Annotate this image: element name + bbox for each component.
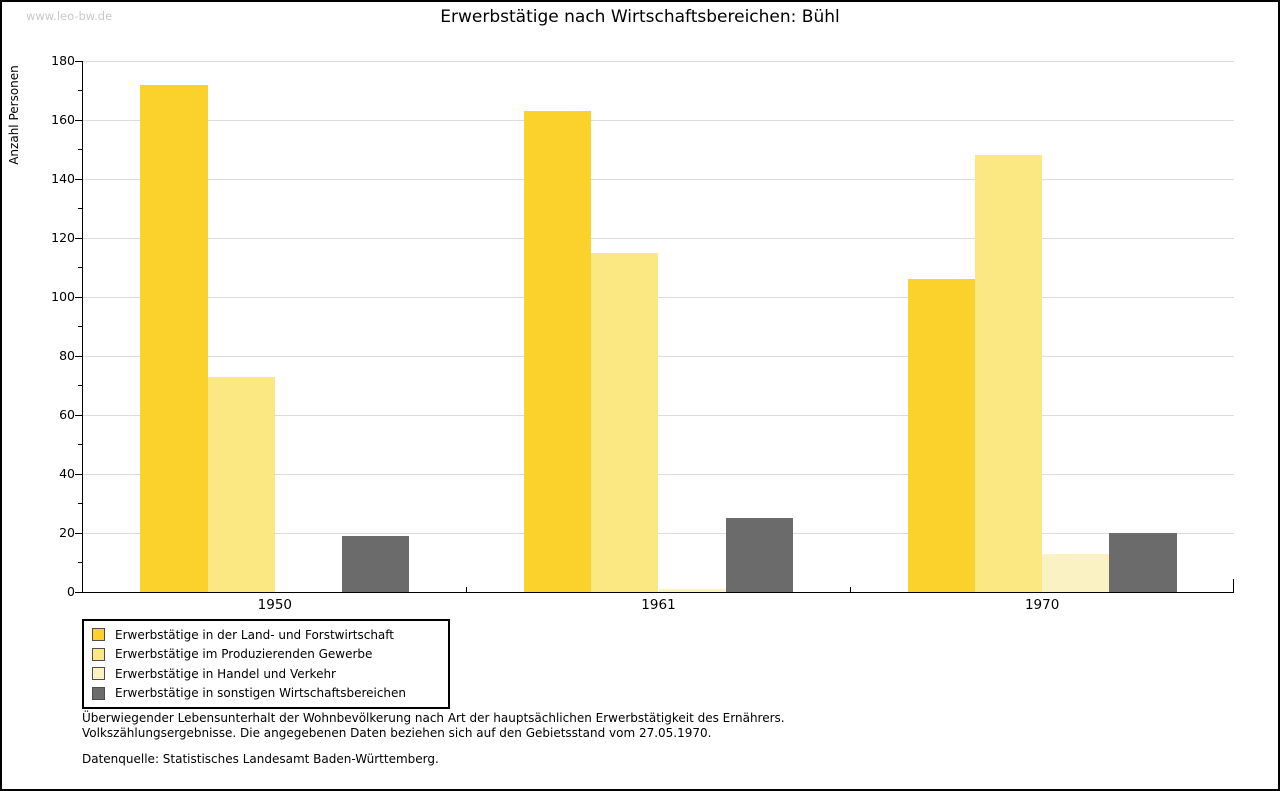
legend: Erwerbstätige in der Land- und Forstwirt… [82,619,450,709]
y-tick-80 [75,355,83,357]
y-tick-180 [75,60,83,62]
legend-swatch-icon [92,667,105,681]
x-category-label-1961: 1961 [641,597,676,613]
source-line: Datenquelle: Statistisches Landesamt Bad… [82,752,439,766]
y-tick-160 [75,119,83,121]
y-tick-70 [78,385,83,386]
legend-item-2: Erwerbstätige im Produzierenden Gewerbe [92,645,448,665]
y-tick-label-160: 160 [51,112,75,127]
footnote-line: Volkszählungsergebnisse. Die angegebenen… [82,725,712,740]
plot-area: 0 20 40 60 80 100 120 140 160 180 1950 1961 1970 [51,54,1234,613]
bar-1950-series-4 [342,535,410,592]
y-tick-0 [75,591,83,593]
bar-1961-series-3 [658,589,726,592]
x-separator-tick [849,587,851,592]
legend-swatch-icon [92,686,105,700]
bar-1970-series-4 [1109,533,1177,592]
bar-1961-series-4 [725,518,793,592]
y-tick-label-140: 140 [51,171,75,186]
y-tick-110 [78,267,83,268]
legend-item-label: Erwerbstätige in sonstigen Wirtschaftsbe… [115,686,407,701]
bar-1961-series-2 [591,252,659,592]
bar-1970-series-2 [974,155,1043,592]
bar-1950-series-2 [207,376,275,592]
gridline-120 [83,237,1234,239]
y-tick-100 [75,296,83,298]
y-tick-50 [78,444,83,445]
y-tick-40 [75,473,83,475]
y-tick-120 [75,237,83,239]
gridline-140 [83,178,1234,180]
y-tick-170 [78,90,83,91]
y-tick-90 [78,326,83,327]
legend-swatch-icon [92,647,105,661]
footnote-line: Überwiegender Lebensunterhalt der Wohnbe… [82,711,785,725]
x-separator-tick [466,587,468,592]
x-category-label-1970: 1970 [1024,597,1060,613]
legend-item-label: Erwerbstätige in Handel und Verkehr [115,666,336,681]
y-tick-130 [78,208,83,209]
y-tick-label-100: 100 [51,289,75,304]
bar-1970-series-1 [907,279,975,592]
y-tick-150 [78,149,83,150]
y-tick-label-40: 40 [59,466,75,481]
bar-1950-series-1 [140,84,208,592]
gridline-80 [83,355,1234,357]
legend-swatch-icon [92,628,105,642]
y-tick-30 [78,503,83,504]
legend-item-label: Erwerbstätige im Produzierenden Gewerbe [115,647,373,662]
gridline-180 [83,60,1234,62]
y-tick-label-180: 180 [51,53,75,68]
gridline-60 [83,414,1234,416]
watermark: www.leo-bw.de [26,9,113,23]
bar-1961-series-1 [524,111,592,592]
y-tick-label-0: 0 [67,584,75,599]
x-category-label-1950: 1950 [257,597,292,613]
gridline-40 [83,473,1234,475]
gridline-100 [83,296,1234,298]
bar-1970-series-3 [1042,553,1110,592]
gridline-160 [83,119,1234,121]
legend-item-4: Erwerbstätige in sonstigen Wirtschaftsbe… [92,684,448,704]
y-tick-label-20: 20 [59,525,75,540]
x-axis-end-tick [1233,579,1234,592]
y-tick-140 [75,178,83,180]
legend-item-3: Erwerbstätige in Handel und Verkehr [92,664,448,684]
legend-item-1: Erwerbstätige in der Land- und Forstwirt… [92,625,448,645]
y-tick-20 [75,532,83,534]
y-tick-10 [78,562,83,563]
legend-item-label: Erwerbstätige in der Land- und Forstwirt… [115,627,394,642]
page-title: Erwerbstätige nach Wirtschaftsbereichen:… [440,7,840,27]
y-tick-60 [75,414,83,416]
y-tick-label-60: 60 [59,407,75,422]
y-axis-title: Anzahl Personen [7,65,21,165]
y-tick-label-120: 120 [51,230,75,245]
gridline-20 [83,532,1234,534]
y-tick-label-80: 80 [59,348,75,363]
footnote: Überwiegender Lebensunterhalt der Wohnbe… [82,711,785,767]
